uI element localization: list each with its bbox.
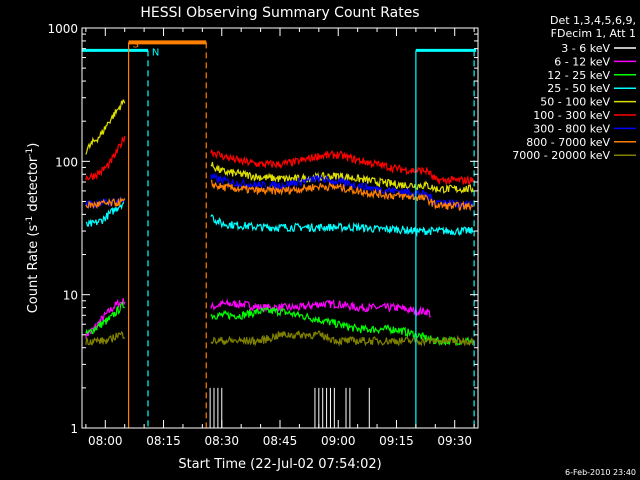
series-line-4-0 xyxy=(85,98,126,155)
series-line-5-0 xyxy=(85,135,126,181)
y-tick-label-0: 1 xyxy=(70,422,78,436)
night-label: N xyxy=(152,47,159,58)
legend-header-line-1: Det 1,3,4,5,6,9, xyxy=(550,14,636,27)
series-line-7-1 xyxy=(210,179,474,212)
x-tick-label-4: 09:00 xyxy=(321,434,356,448)
legend-label-0: 3 - 6 keV xyxy=(561,42,610,55)
legend-label-8: 7000 - 20000 keV xyxy=(512,149,610,162)
legend-label-4: 50 - 100 keV xyxy=(540,96,610,109)
x-tick-label-5: 09:15 xyxy=(379,434,414,448)
y-axis-label-sup2: -1 xyxy=(25,148,35,157)
x-tick-label-0: 08:00 xyxy=(88,434,123,448)
y-tick-label-2: 100 xyxy=(55,155,78,169)
chart-title: HESSI Observing Summary Count Rates xyxy=(140,5,419,21)
x-axis-label: Start Time (22-Jul-02 07:54:02) xyxy=(178,457,381,472)
x-tick-label-2: 08:30 xyxy=(204,434,239,448)
series-line-7-0 xyxy=(85,196,126,210)
y-axis-label: Count Rate (s-1 detector-1) xyxy=(25,143,41,314)
series-line-4-1 xyxy=(210,161,474,194)
x-tick-label-3: 08:45 xyxy=(263,434,298,448)
footer-date: 6-Feb-2010 23:40 xyxy=(565,468,636,477)
y-tick-label-3: 1000 xyxy=(47,22,78,36)
series-line-3-1 xyxy=(210,214,474,237)
series-line-8-1 xyxy=(210,330,474,347)
legend-label-6: 300 - 800 keV xyxy=(533,122,610,135)
legend-label-7: 800 - 7000 keV xyxy=(526,136,610,149)
legend-label-5: 100 - 300 keV xyxy=(533,109,610,122)
y-axis-label-prefix: Count Rate (s xyxy=(26,225,41,314)
series-line-1-0 xyxy=(85,298,126,339)
y-axis-label-sup1: -1 xyxy=(25,216,35,225)
series-line-8-0 xyxy=(85,330,126,346)
series-line-2-0 xyxy=(85,300,126,335)
series-line-6-1 xyxy=(210,172,474,210)
axis-ticks: 1 10 100 1000 08:00 08:15 08:30 08:45 09:00 09:15… xyxy=(47,22,478,448)
series-line-5-1 xyxy=(210,149,474,186)
series-line-3-0 xyxy=(85,198,126,227)
legend: Det 1,3,4,5,6,9, FDecim 1, Att 1 3 - 6 k… xyxy=(512,14,636,162)
saa-label: S xyxy=(132,39,138,50)
legend-label-3: 25 - 50 keV xyxy=(547,82,610,95)
y-tick-label-1: 10 xyxy=(63,289,78,303)
x-tick-label-6: 09:30 xyxy=(437,434,472,448)
legend-label-2: 12 - 25 keV xyxy=(547,69,610,82)
y-axis-label-mid: detector xyxy=(26,156,41,216)
x-tick-label-1: 08:15 xyxy=(146,434,181,448)
legend-header-line-2: FDecim 1, Att 1 xyxy=(551,27,636,40)
series-line-1-1 xyxy=(210,298,432,319)
legend-label-1: 6 - 12 keV xyxy=(554,55,610,68)
plot-area: SN xyxy=(82,39,477,428)
y-axis-label-suffix: ) xyxy=(26,143,41,148)
